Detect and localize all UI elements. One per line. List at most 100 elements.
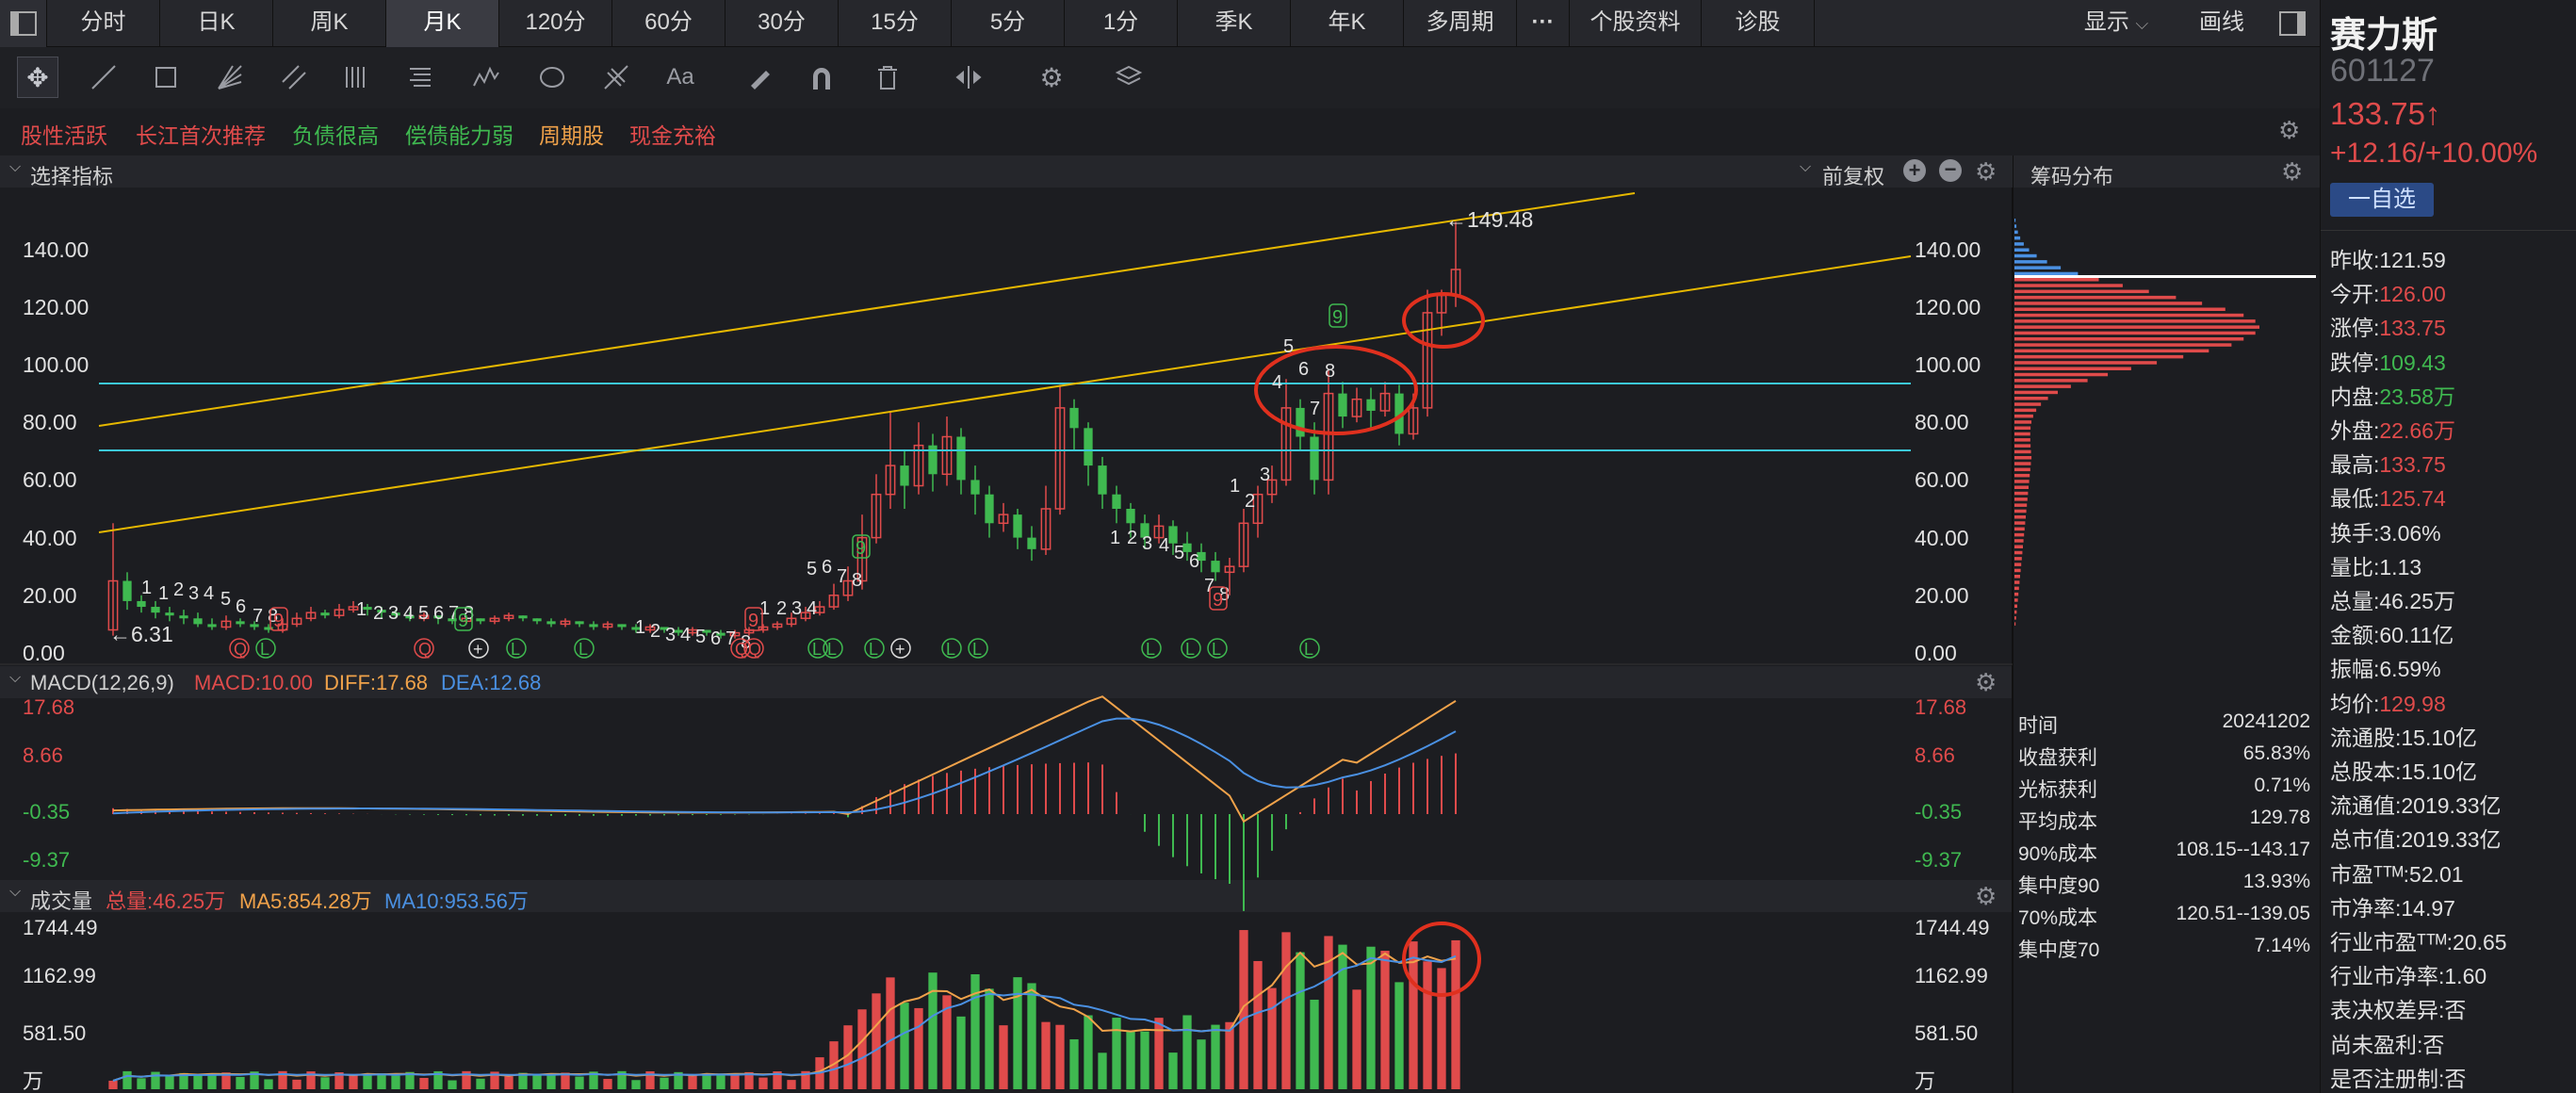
tag-item[interactable]: 现金充裕 <box>629 123 716 148</box>
volume-bar <box>1168 1052 1178 1089</box>
tab-60min[interactable]: 60分 <box>612 0 726 47</box>
chart-settings-icon[interactable]: ⚙ <box>1975 157 1997 186</box>
draw-line-button[interactable]: 画线 <box>2199 9 2244 35</box>
candle-body <box>1450 269 1461 297</box>
fib-tool-icon[interactable] <box>399 57 441 98</box>
adjust-select[interactable]: 前复权 <box>1822 165 1885 188</box>
chip-bar <box>2014 563 2022 566</box>
volume-bar <box>928 972 937 1089</box>
tag-item[interactable]: 偿债能力弱 <box>405 123 514 148</box>
signal-marker <box>730 638 751 659</box>
chevron-down-icon[interactable]: ⌵ <box>9 670 22 686</box>
crosshair-move-icon[interactable]: ✥ <box>17 57 58 98</box>
volume-bar <box>122 1070 132 1089</box>
chip-bar <box>2014 426 2031 430</box>
tab-year-k[interactable]: 年K <box>1291 0 1404 47</box>
quote-stat-value: 52.01 <box>2409 861 2464 887</box>
chip-bar <box>2014 580 2020 584</box>
tab-stock-profile[interactable]: 个股资料 <box>1570 0 1702 47</box>
dea-line <box>112 717 1457 815</box>
quote-stat-value: 133.75 <box>2379 452 2446 478</box>
line-tool-icon[interactable] <box>83 57 124 98</box>
tab-diagnose[interactable]: 诊股 <box>1702 0 1815 47</box>
rect-tool-icon[interactable] <box>145 57 187 98</box>
macd-settings-icon[interactable]: ⚙ <box>1975 668 1997 696</box>
td-count-label: 5 <box>1283 336 1294 357</box>
chevron-down-icon[interactable]: ⌵ <box>1800 159 1812 175</box>
volume-bar <box>207 1074 217 1089</box>
volume-settings-icon[interactable]: ⚙ <box>1975 882 1997 910</box>
display-dropdown[interactable]: 显示 ⌵ <box>2054 0 2178 47</box>
tag-item[interactable]: 负债很高 <box>292 123 379 148</box>
zoom-in-icon[interactable]: + <box>1903 159 1926 182</box>
candle-body <box>448 618 457 622</box>
volume-bar <box>1225 1021 1234 1089</box>
tag-item[interactable]: 周期股 <box>539 123 604 148</box>
settings-icon[interactable]: ⚙ <box>1039 62 1064 92</box>
td-count-label: 4 <box>403 603 414 624</box>
volume-bar <box>532 1074 542 1089</box>
candle-body <box>1224 565 1235 574</box>
add-watchlist-button[interactable]: 一自选 <box>2330 183 2434 217</box>
trash-icon[interactable] <box>867 57 908 98</box>
magnet-icon[interactable] <box>801 57 842 98</box>
volume-label[interactable]: 成交量 <box>30 889 93 913</box>
tab-fenshi[interactable]: 分时 <box>47 0 160 47</box>
tab-season-k[interactable]: 季K <box>1178 0 1291 47</box>
tab-15min[interactable]: 15分 <box>839 0 952 47</box>
chip-bar <box>2014 271 2079 276</box>
text-tool-icon[interactable]: Aa <box>666 64 694 90</box>
tab-month-k[interactable]: 月K <box>386 0 499 47</box>
annotation-circle <box>1402 922 1481 997</box>
circle-tool-icon[interactable] <box>531 57 573 98</box>
gann-tool-icon[interactable] <box>595 57 637 98</box>
candle-body <box>165 612 174 616</box>
chip-bar <box>2014 278 2099 282</box>
chips-settings-icon[interactable]: ⚙ <box>2281 157 2304 186</box>
price-tick: 40.00 <box>1915 525 1969 550</box>
channel-tool-icon[interactable] <box>273 57 315 98</box>
tab-30min[interactable]: 30分 <box>726 0 839 47</box>
tags-settings-icon[interactable]: ⚙ <box>2278 116 2301 144</box>
quote-stat-value: 否 <box>2444 1066 2467 1091</box>
wave-tool-icon[interactable] <box>465 57 507 98</box>
split-icon[interactable] <box>948 57 989 98</box>
tag-item[interactable]: 长江首次推荐 <box>136 123 266 148</box>
candle-body <box>1323 392 1334 481</box>
volume-bar <box>730 1075 740 1089</box>
volume-bar <box>1211 1024 1220 1089</box>
signal-marker-label: L <box>1212 640 1221 659</box>
signal-marker <box>1141 638 1162 659</box>
tab-multi-period[interactable]: 多周期 <box>1404 0 1517 47</box>
chevron-down-icon[interactable]: ⌵ <box>9 884 22 900</box>
tab-day-k[interactable]: 日K <box>160 0 273 47</box>
tab-5min[interactable]: 5分 <box>952 0 1065 47</box>
tag-item[interactable]: 股性活跃 <box>21 123 107 148</box>
tab-120min[interactable]: 120分 <box>499 0 612 47</box>
layout-toggle-icon[interactable] <box>0 0 47 47</box>
sidebar-toggle-icon[interactable] <box>2265 0 2320 47</box>
quote-stat-key: 外盘: <box>2330 418 2380 443</box>
nine-marker-label: 9 <box>1213 590 1223 611</box>
signal-marker <box>506 638 527 659</box>
candle-body <box>743 628 755 634</box>
zoom-out-icon[interactable]: − <box>1939 159 1962 182</box>
tab-1min[interactable]: 1分 <box>1065 0 1178 47</box>
layers-icon[interactable] <box>1108 57 1149 98</box>
chevron-down-icon[interactable]: ⌵ <box>9 159 22 175</box>
indicator-select[interactable]: 选择指标 <box>30 165 114 188</box>
td-count-label: 8 <box>741 632 751 653</box>
chips-info-value: 120.51--139.05 <box>2176 903 2310 924</box>
volume-bar <box>886 977 895 1089</box>
tab-week-k[interactable]: 周K <box>273 0 386 47</box>
candle-body <box>489 617 500 623</box>
vertical-lines-icon[interactable] <box>335 57 377 98</box>
fan-tool-icon[interactable] <box>209 57 251 98</box>
macd-label[interactable]: MACD(12,26,9) <box>30 671 174 694</box>
signal-marker-label: L <box>1185 640 1195 659</box>
more-tabs-button[interactable]: ··· <box>1517 0 1570 47</box>
brush-icon[interactable] <box>739 57 780 98</box>
volume-bar <box>744 1071 754 1089</box>
chip-bar <box>2014 402 2042 406</box>
volume-bar <box>631 1080 641 1089</box>
